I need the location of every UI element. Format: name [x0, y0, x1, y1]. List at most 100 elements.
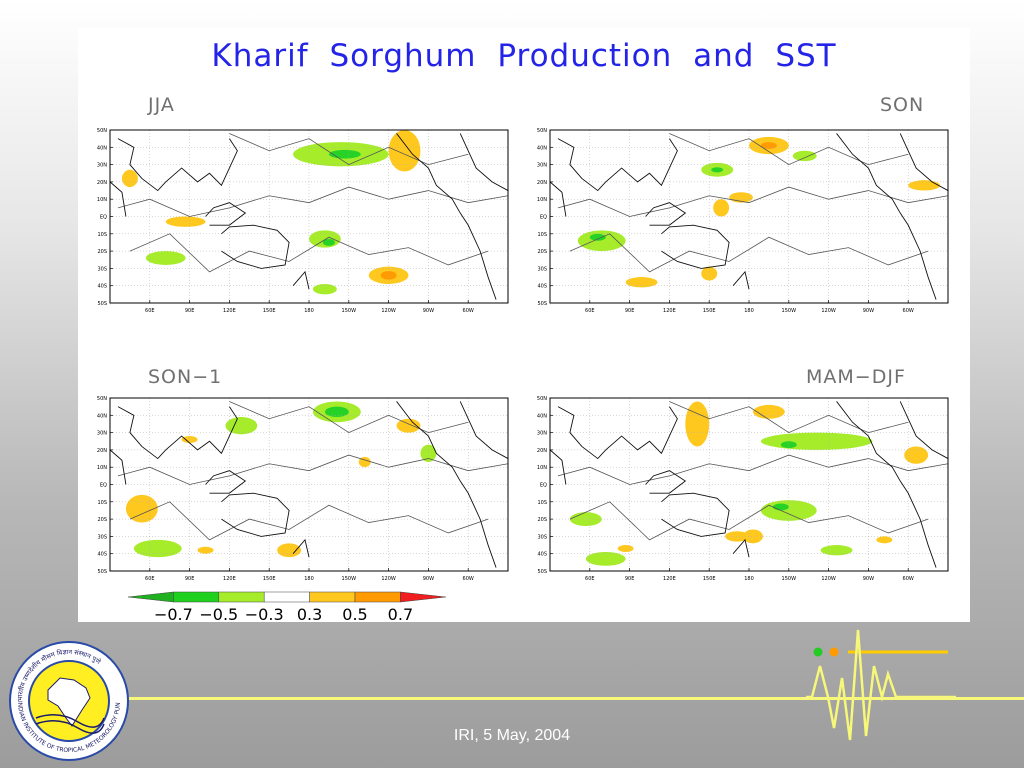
- lat-tick-label: 30N: [97, 431, 107, 437]
- lat-tick-label: 20N: [537, 180, 547, 186]
- panel-label-mam-djf: MAM−DJF: [806, 366, 906, 388]
- anomaly-region: [225, 417, 258, 435]
- lat-tick-label: 30S: [537, 266, 547, 272]
- lat-tick-label: 50N: [97, 128, 107, 134]
- lon-tick-label: 60E: [145, 576, 155, 582]
- lat-tick-label: 50S: [97, 569, 107, 575]
- anomaly-region: [752, 404, 785, 419]
- lon-tick-label: 150W: [342, 308, 357, 314]
- lon-tick-label: 60W: [463, 576, 474, 582]
- panel-label-son-1: SON−1: [148, 366, 223, 388]
- lat-tick-label: 10S: [97, 500, 107, 506]
- lat-tick-label: 50S: [537, 301, 547, 307]
- seismograph-signal-graphic: [806, 628, 956, 746]
- lat-tick-label: 40S: [97, 552, 107, 558]
- lat-tick-label: 10S: [537, 500, 547, 506]
- lon-tick-label: 180: [304, 576, 314, 582]
- lon-tick-label: 90E: [625, 576, 635, 582]
- anomaly-region: [792, 150, 817, 162]
- anomaly-region: [617, 545, 634, 552]
- anomaly-region: [380, 270, 397, 280]
- anomaly-region: [760, 432, 873, 450]
- anomaly-region: [743, 529, 763, 544]
- lon-tick-label: 90W: [423, 308, 434, 314]
- anomaly-region: [197, 546, 214, 554]
- colorbar-tick-label: −0.3: [245, 605, 284, 624]
- orange-dot-icon: [829, 647, 839, 657]
- lat-tick-label: 50N: [537, 128, 547, 134]
- lon-tick-label: 180: [304, 308, 314, 314]
- lon-tick-label: 60E: [585, 308, 595, 314]
- lon-tick-label: 150W: [782, 308, 797, 314]
- lon-tick-label: 60W: [903, 576, 914, 582]
- lon-tick-label: 150W: [342, 576, 357, 582]
- lon-tick-label: 60E: [585, 576, 595, 582]
- lat-tick-label: 30N: [537, 431, 547, 437]
- lat-tick-label: EQ: [540, 483, 547, 489]
- lon-tick-label: 150W: [782, 576, 797, 582]
- lon-tick-label: 180: [744, 308, 754, 314]
- lat-tick-label: 30S: [537, 534, 547, 540]
- lat-tick-label: 40S: [537, 284, 547, 290]
- map-panel-mam-djf: 50N 40N 30N 20N 10N EQ 10S 20S 30S 40S 50S 60E 90E 12…: [530, 394, 970, 590]
- colorbar-swatch: [218, 591, 265, 603]
- lon-tick-label: 120W: [381, 308, 396, 314]
- lon-tick-label: 120W: [821, 308, 836, 314]
- anomaly-region: [713, 199, 730, 217]
- anomaly-region: [324, 406, 349, 418]
- lat-tick-label: 20N: [97, 180, 107, 186]
- lon-tick-label: 90W: [423, 576, 434, 582]
- lat-tick-label: 50N: [537, 396, 547, 402]
- lat-tick-label: 20S: [537, 517, 547, 523]
- anomaly-region: [145, 251, 186, 265]
- anomaly-region: [908, 180, 941, 191]
- lon-tick-label: 90E: [185, 308, 195, 314]
- colorbar-legend: −0.7 −0.5 −0.3 0.3 0.5 0.7: [124, 590, 446, 630]
- anomaly-region: [701, 266, 718, 281]
- lat-tick-label: 40N: [97, 145, 107, 151]
- lat-tick-label: 10N: [537, 465, 547, 471]
- anomaly-region: [820, 545, 853, 556]
- anomaly-region: [589, 233, 606, 241]
- lon-tick-label: 150E: [703, 308, 716, 314]
- lat-tick-label: 20S: [537, 249, 547, 255]
- figure-title: Kharif Sorghum Production and SST: [211, 38, 837, 74]
- lat-tick-label: 10S: [97, 232, 107, 238]
- colorbar-tick-label: −0.7: [154, 605, 193, 624]
- anomaly-region: [585, 551, 626, 566]
- lat-tick-label: 30S: [97, 534, 107, 540]
- lat-tick-label: 40S: [97, 284, 107, 290]
- colorbar-tick-label: 0.7: [388, 605, 413, 624]
- lon-tick-label: 90W: [863, 308, 874, 314]
- lat-tick-label: 50N: [97, 396, 107, 402]
- colorbar-swatch: [173, 591, 220, 603]
- anomaly-region: [772, 503, 789, 511]
- colorbar-tick-label: −0.5: [199, 605, 238, 624]
- lat-tick-label: 20N: [537, 448, 547, 454]
- anomaly-region: [685, 401, 710, 447]
- lon-tick-label: 180: [744, 576, 754, 582]
- lon-tick-label: 90E: [625, 308, 635, 314]
- lon-tick-label: 150E: [263, 576, 276, 582]
- lon-tick-label: 60W: [463, 308, 474, 314]
- lon-tick-label: 120W: [381, 576, 396, 582]
- lon-tick-label: 150E: [703, 576, 716, 582]
- lat-tick-label: 50S: [537, 569, 547, 575]
- anomaly-region: [577, 230, 626, 252]
- iitm-logo: भारतीय उष्णदेशीय मौसम विज्ञान संस्थान पु…: [6, 635, 130, 762]
- lon-tick-label: 90E: [185, 576, 195, 582]
- lon-tick-label: 150E: [263, 308, 276, 314]
- panel-label-jja: JJA: [148, 94, 175, 116]
- footer-divider-line: [128, 697, 1024, 700]
- anomaly-region: [328, 149, 361, 159]
- lat-tick-label: EQ: [100, 215, 107, 221]
- lat-tick-label: 40N: [537, 145, 547, 151]
- lat-tick-label: 30N: [97, 163, 107, 169]
- lat-tick-label: 20S: [97, 249, 107, 255]
- footer-caption: IRI, 5 May, 2004: [453, 727, 571, 744]
- anomaly-region: [121, 169, 138, 188]
- colorbar-tick-label: 0.5: [342, 605, 367, 624]
- anomaly-region: [420, 444, 437, 463]
- lat-tick-label: 50S: [97, 301, 107, 307]
- anomaly-region: [388, 130, 421, 172]
